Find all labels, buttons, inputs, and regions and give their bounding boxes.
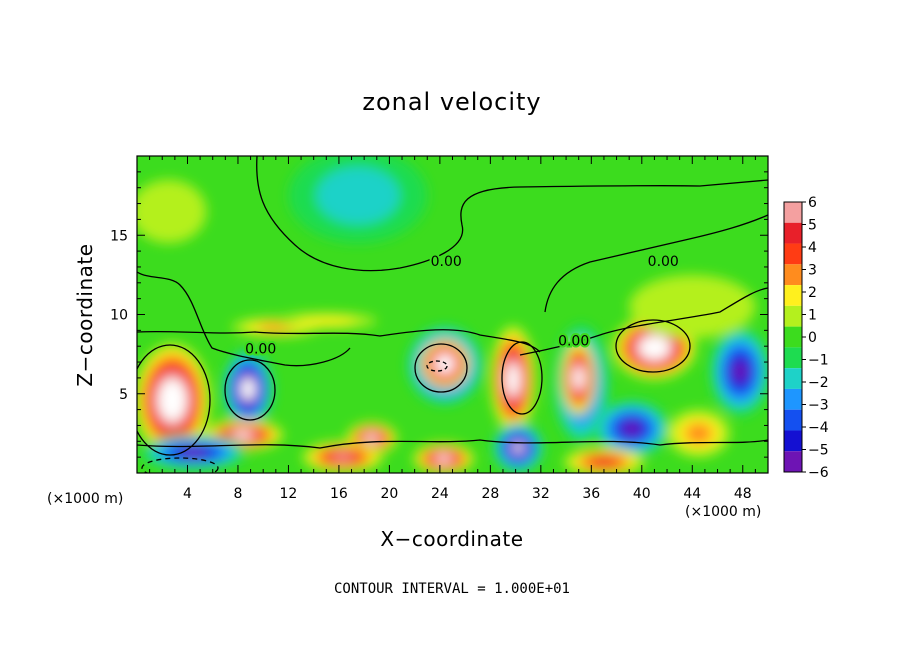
x-tick-label-8: 36 (582, 486, 600, 502)
contour-lower-band (137, 439, 768, 449)
x-axis-label: X−coordinate (380, 527, 523, 551)
field-blob-19-level-2 (296, 316, 357, 326)
field-blob-4-level-7 (366, 434, 377, 442)
contour-lines (137, 156, 768, 473)
field-blob-20-level-2 (316, 167, 400, 225)
x-tick-label-6: 28 (481, 486, 499, 502)
field-blob-5-level-6 (333, 453, 353, 461)
colorbar-label-0: 6 (808, 195, 817, 211)
contour-ring-c (615, 319, 691, 373)
field-blob-21-level-1 (137, 179, 207, 244)
contour-ring-e (137, 344, 211, 456)
contour-zero-band (137, 329, 541, 353)
colorbar-swatch-9 (784, 388, 802, 410)
colorbar-swatch-1 (784, 222, 802, 244)
field-blob-12-level-7 (573, 366, 584, 390)
colorbar-swatch-7 (784, 347, 802, 369)
field-blob-15-level-5 (592, 458, 615, 466)
field-blobs (137, 156, 768, 473)
x-tick-labels: 4 8 12 16 20 24 28 32 36 40 44 48 (183, 486, 752, 502)
colorbar-label-11: −5 (808, 443, 829, 459)
x-tick-label-4: 20 (380, 486, 398, 502)
x-tick-label-0: 4 (183, 486, 192, 502)
contour-ring-d (224, 359, 276, 421)
contour-ring-b (501, 341, 543, 415)
contour-interval-note: CONTOUR INTERVAL = 1.000E+01 (334, 581, 570, 597)
field-blob-9-level-7 (513, 442, 524, 453)
colorbar-label-5: 1 (808, 308, 817, 324)
y-axis-label: Z−coordinate (73, 243, 97, 386)
field-blob-3-level-6 (181, 448, 207, 457)
colorbar-swatch-4 (784, 285, 802, 306)
x-unit-right: (×1000 m) (685, 504, 761, 520)
colorbar-label-1: 5 (808, 218, 817, 234)
contour-label-2: 0.00 (245, 341, 276, 357)
contour-zero-mid-left (137, 271, 351, 367)
colorbar-label-12: −6 (808, 465, 829, 481)
contour-dashed-b (426, 360, 448, 372)
field-blob-10-level-7 (437, 455, 450, 462)
contour-zero-mid-right (519, 287, 768, 356)
colorbar-label-2: 4 (808, 240, 817, 256)
contour-labels: 0.00 0.00 0.00 0.00 (243, 252, 681, 359)
y-tick-label-2: 15 (110, 228, 128, 244)
contour-label-3: 0.00 (558, 333, 589, 349)
y-tick-label-1: 10 (110, 308, 128, 324)
field-blob-14-level-6 (622, 422, 641, 436)
x-tick-label-2: 12 (280, 486, 298, 502)
x-tick-label-9: 40 (633, 486, 651, 502)
axis-ticks (137, 156, 768, 473)
colorbar-swatch-8 (784, 368, 802, 389)
x-unit-left: (×1000 m) (47, 491, 123, 507)
x-tick-label-5: 24 (431, 486, 449, 502)
field-blob-0-level-7 (158, 379, 187, 422)
x-tick-label-3: 16 (330, 486, 348, 502)
field-blob-13-level-7 (639, 336, 670, 360)
colorbar-label-10: −4 (808, 420, 829, 436)
x-tick-label-11: 48 (734, 486, 752, 502)
colorbar-swatch-3 (784, 264, 802, 286)
colorbar-label-9: −3 (808, 398, 829, 414)
contour-label-0: 0.00 (431, 254, 462, 270)
field-blob-8-level-7 (506, 363, 520, 396)
colorbar-swatch-11 (784, 430, 802, 452)
colorbar-label-6: 0 (808, 330, 817, 346)
colorbar-swatch-10 (784, 409, 802, 431)
colorbar-swatch-2 (784, 243, 802, 265)
colorbar-label-8: −2 (808, 375, 829, 391)
colorbar-swatch-0 (784, 202, 802, 223)
colorbar-swatch-5 (784, 305, 802, 327)
colorbar-label-4: 2 (808, 285, 817, 301)
field-blob-1-level-7 (240, 377, 256, 401)
chart-title: zonal velocity (362, 88, 541, 116)
y-tick-labels: 5 10 15 (110, 228, 128, 403)
contour-ring-a (414, 343, 468, 393)
colorbar: 6 5 4 3 2 1 0 −1 −2 −3 −4 −5 −6 (783, 195, 829, 481)
y-tick-label-0: 5 (119, 387, 128, 403)
field-blob-16-level-6 (733, 361, 748, 382)
plot-area: 0.00 0.00 0.00 0.00 (137, 156, 768, 473)
contour-dashed-a (141, 457, 219, 473)
x-tick-label-10: 44 (683, 486, 701, 502)
x-tick-label-7: 32 (532, 486, 550, 502)
field-blob-22-level-1 (629, 274, 756, 339)
field-blob-17-level-3 (685, 423, 713, 444)
colorbar-label-7: −1 (808, 353, 829, 369)
contour-zero-upper-right (544, 214, 768, 313)
x-tick-label-1: 8 (233, 486, 242, 502)
colorbar-swatch-12 (784, 451, 802, 472)
field-blob-2-level-7 (234, 431, 252, 439)
colorbar-swatch-6 (784, 326, 802, 348)
contour-zero-upper-left (256, 156, 768, 272)
contour-label-1: 0.00 (648, 254, 679, 270)
colorbar-label-3: 3 (808, 263, 817, 279)
